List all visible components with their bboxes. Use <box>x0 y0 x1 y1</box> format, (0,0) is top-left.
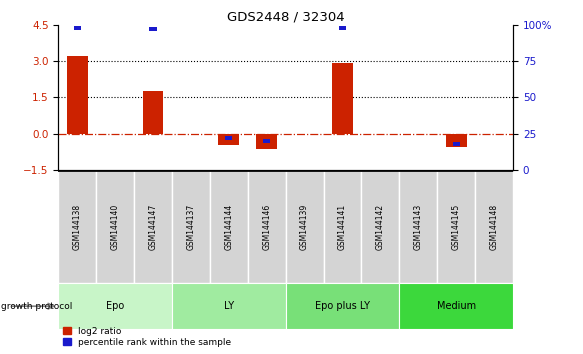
FancyBboxPatch shape <box>399 170 437 283</box>
Bar <box>219 133 239 144</box>
Bar <box>263 139 271 143</box>
FancyBboxPatch shape <box>172 170 210 283</box>
Title: GDS2448 / 32304: GDS2448 / 32304 <box>227 11 345 24</box>
Text: GSM144141: GSM144141 <box>338 204 347 250</box>
FancyBboxPatch shape <box>475 170 513 283</box>
FancyBboxPatch shape <box>172 283 286 329</box>
Bar <box>452 142 460 146</box>
Bar <box>257 133 277 149</box>
Bar <box>446 133 466 147</box>
FancyBboxPatch shape <box>248 170 286 283</box>
Bar <box>143 91 163 133</box>
Text: GSM144148: GSM144148 <box>490 204 498 250</box>
FancyBboxPatch shape <box>324 170 361 283</box>
Bar <box>339 25 346 30</box>
FancyBboxPatch shape <box>399 283 513 329</box>
FancyBboxPatch shape <box>96 170 134 283</box>
FancyBboxPatch shape <box>58 170 96 283</box>
FancyBboxPatch shape <box>210 170 248 283</box>
Legend: log2 ratio, percentile rank within the sample: log2 ratio, percentile rank within the s… <box>63 327 231 347</box>
Text: GSM144140: GSM144140 <box>111 204 120 250</box>
Text: GSM144139: GSM144139 <box>300 204 309 250</box>
Bar <box>73 25 81 30</box>
Bar <box>149 27 157 31</box>
Text: GSM144144: GSM144144 <box>224 204 233 250</box>
Bar <box>225 136 233 140</box>
Text: GSM144142: GSM144142 <box>376 204 385 250</box>
Text: GSM144146: GSM144146 <box>262 204 271 250</box>
FancyBboxPatch shape <box>58 283 172 329</box>
FancyBboxPatch shape <box>286 283 399 329</box>
Text: growth protocol: growth protocol <box>1 302 72 311</box>
Text: Epo plus LY: Epo plus LY <box>315 301 370 311</box>
Text: GSM144143: GSM144143 <box>414 204 423 250</box>
Text: Epo: Epo <box>106 301 124 311</box>
Text: GSM144137: GSM144137 <box>187 204 195 250</box>
Text: GSM144145: GSM144145 <box>452 204 461 250</box>
Text: LY: LY <box>224 301 234 311</box>
Bar <box>67 56 87 133</box>
FancyBboxPatch shape <box>437 170 475 283</box>
FancyBboxPatch shape <box>361 170 399 283</box>
Text: GSM144147: GSM144147 <box>149 204 157 250</box>
Text: GSM144138: GSM144138 <box>73 204 82 250</box>
FancyBboxPatch shape <box>134 170 172 283</box>
FancyBboxPatch shape <box>286 170 324 283</box>
Bar <box>332 63 353 133</box>
Text: Medium: Medium <box>437 301 476 311</box>
